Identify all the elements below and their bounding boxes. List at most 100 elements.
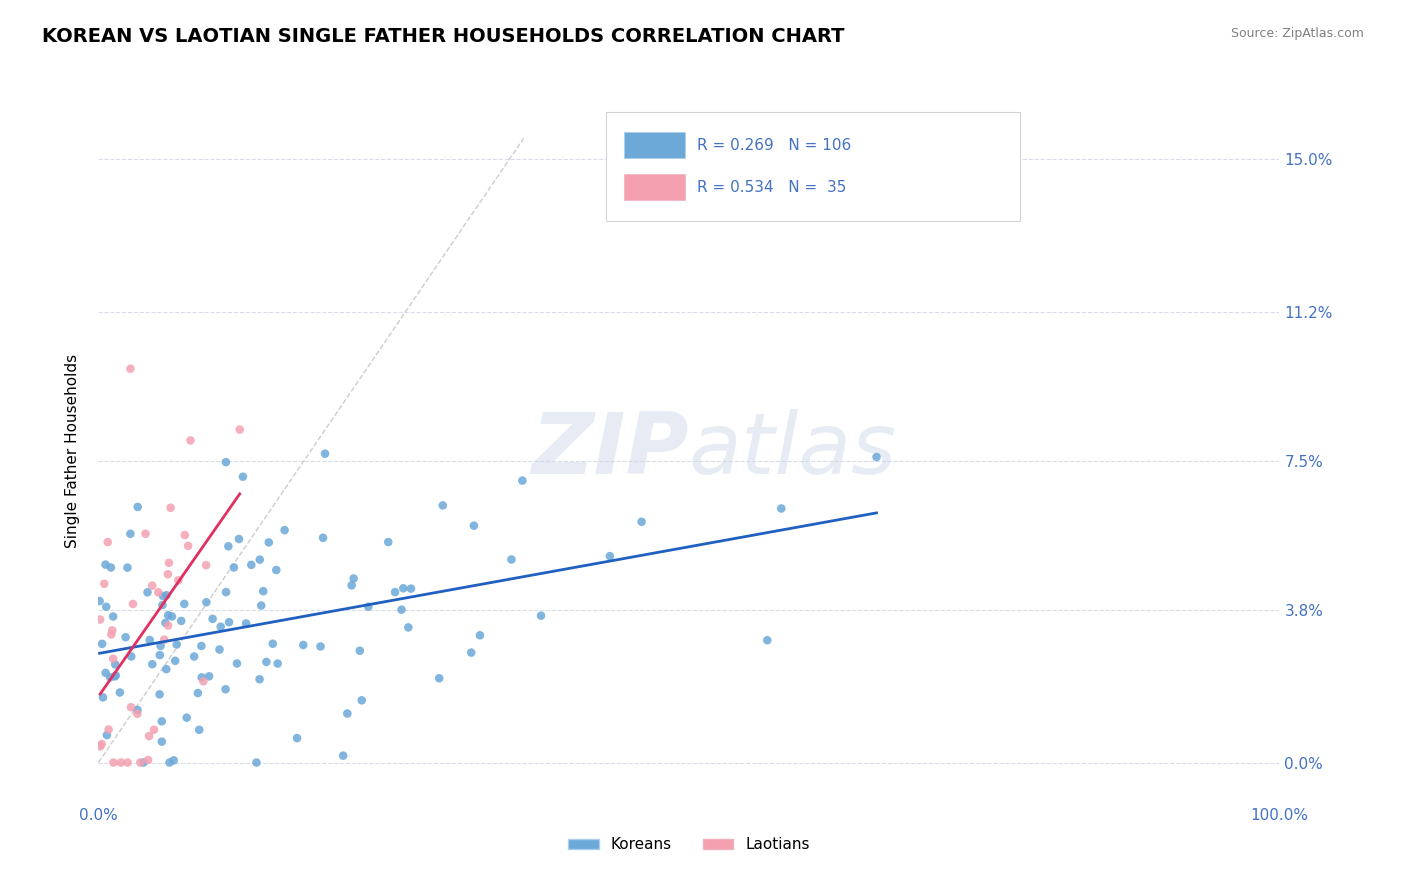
Point bbox=[160, 609, 183, 624]
Point bbox=[770, 501, 793, 516]
Point bbox=[177, 539, 200, 553]
Point bbox=[114, 630, 136, 644]
Point bbox=[163, 753, 186, 767]
Point bbox=[117, 756, 139, 770]
Text: Source: ZipAtlas.com: Source: ZipAtlas.com bbox=[1230, 27, 1364, 40]
Point bbox=[257, 535, 280, 549]
Point bbox=[756, 633, 779, 648]
Point bbox=[208, 642, 231, 657]
Point bbox=[195, 595, 218, 609]
Point bbox=[159, 756, 181, 770]
Point bbox=[135, 526, 157, 541]
Point bbox=[222, 560, 245, 574]
Point bbox=[101, 624, 124, 638]
Point bbox=[104, 657, 127, 672]
Point bbox=[97, 723, 120, 737]
Point bbox=[190, 670, 212, 684]
Point bbox=[173, 597, 195, 611]
Point bbox=[100, 560, 122, 574]
Point bbox=[110, 756, 132, 770]
Point bbox=[91, 690, 114, 705]
Point bbox=[183, 649, 205, 664]
Point bbox=[218, 615, 240, 630]
Point bbox=[143, 723, 166, 737]
Point bbox=[252, 584, 274, 599]
Point bbox=[141, 579, 163, 593]
Point bbox=[159, 500, 181, 515]
Point bbox=[156, 567, 179, 582]
Point bbox=[309, 640, 332, 654]
Point bbox=[173, 528, 195, 542]
Point bbox=[94, 665, 117, 680]
Point bbox=[336, 706, 359, 721]
Point bbox=[209, 620, 232, 634]
Point bbox=[89, 594, 111, 608]
Point bbox=[100, 627, 122, 641]
Point bbox=[215, 585, 238, 599]
Point bbox=[122, 597, 145, 611]
Point bbox=[250, 599, 273, 613]
Point bbox=[170, 614, 193, 628]
Point bbox=[155, 662, 177, 676]
Point bbox=[120, 526, 142, 541]
Point bbox=[93, 576, 115, 591]
Point bbox=[136, 585, 159, 599]
Point bbox=[138, 729, 160, 743]
Point bbox=[377, 535, 399, 549]
Text: R = 0.534   N =  35: R = 0.534 N = 35 bbox=[697, 180, 846, 195]
Point bbox=[91, 637, 114, 651]
Point bbox=[165, 654, 187, 668]
Point bbox=[254, 655, 277, 669]
Point bbox=[865, 450, 887, 464]
Point bbox=[155, 588, 177, 602]
Point bbox=[240, 558, 263, 572]
Point bbox=[103, 652, 125, 666]
Point bbox=[357, 599, 380, 614]
Point bbox=[245, 756, 267, 770]
Point bbox=[249, 673, 271, 687]
Point bbox=[463, 518, 485, 533]
Point bbox=[96, 728, 118, 742]
FancyBboxPatch shape bbox=[624, 174, 685, 201]
Point bbox=[599, 549, 621, 563]
Text: atlas: atlas bbox=[689, 409, 897, 492]
Point bbox=[332, 748, 354, 763]
Point bbox=[120, 700, 142, 714]
Point bbox=[155, 615, 177, 630]
Point bbox=[188, 723, 211, 737]
Point bbox=[127, 703, 149, 717]
Point bbox=[195, 558, 218, 573]
Y-axis label: Single Father Households: Single Father Households bbox=[65, 353, 80, 548]
Point bbox=[630, 515, 652, 529]
Legend: Koreans, Laotians: Koreans, Laotians bbox=[562, 831, 815, 859]
Point bbox=[157, 608, 180, 623]
Text: R = 0.269   N = 106: R = 0.269 N = 106 bbox=[697, 138, 852, 153]
Point bbox=[148, 585, 170, 599]
Text: ZIP: ZIP bbox=[531, 409, 689, 492]
Point bbox=[285, 731, 308, 745]
Point bbox=[157, 618, 180, 632]
Point bbox=[149, 639, 172, 653]
Point bbox=[391, 603, 413, 617]
Point bbox=[217, 539, 239, 553]
Point bbox=[468, 628, 491, 642]
Point bbox=[249, 552, 271, 566]
Point bbox=[201, 612, 224, 626]
Point bbox=[512, 474, 534, 488]
Point bbox=[96, 599, 118, 614]
Point bbox=[235, 616, 257, 631]
Point bbox=[198, 669, 221, 683]
Point bbox=[187, 686, 209, 700]
Point bbox=[103, 756, 125, 770]
Point bbox=[232, 469, 254, 483]
Point bbox=[153, 632, 176, 647]
Point bbox=[167, 574, 190, 588]
Point bbox=[266, 563, 288, 577]
Point bbox=[120, 649, 142, 664]
Point bbox=[148, 687, 170, 701]
Point bbox=[460, 646, 482, 660]
Point bbox=[399, 582, 422, 596]
Point bbox=[176, 711, 198, 725]
Point bbox=[292, 638, 315, 652]
Point bbox=[226, 657, 249, 671]
